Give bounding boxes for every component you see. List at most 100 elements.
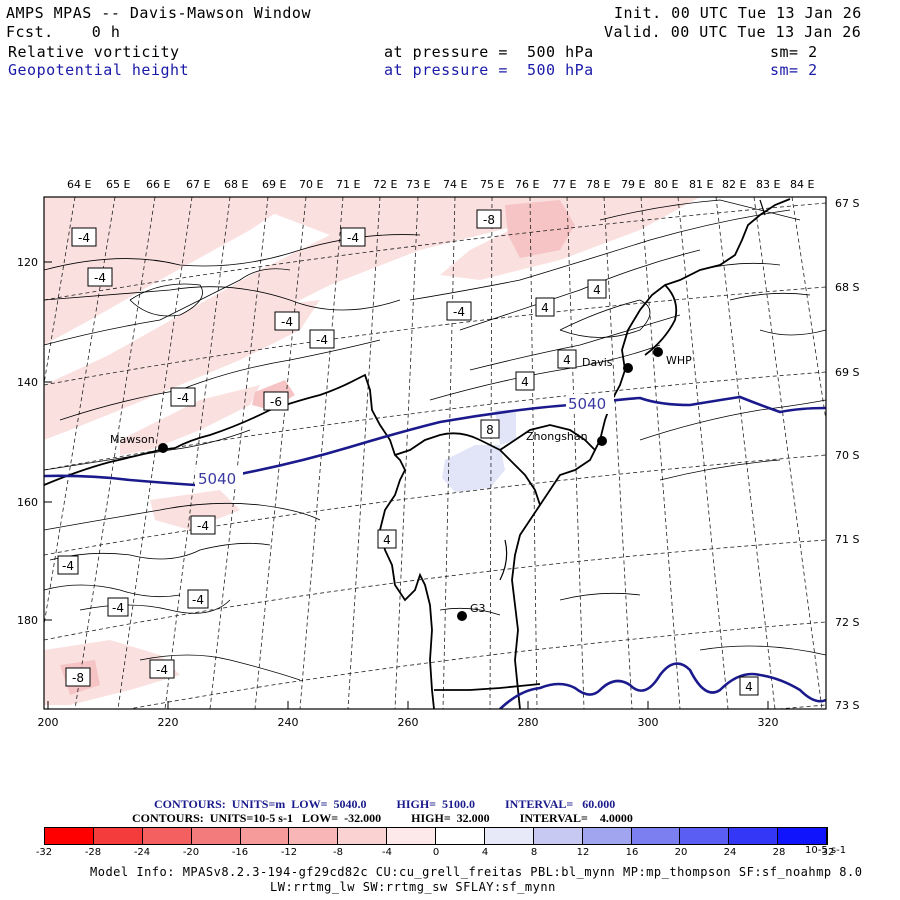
colorbar-segment xyxy=(45,828,94,844)
svg-text:-4: -4 xyxy=(281,315,293,329)
colorbar-segment xyxy=(142,828,192,844)
x-label: 260 xyxy=(398,716,419,729)
x-label: 320 xyxy=(758,716,779,729)
height-label: 5040 xyxy=(568,395,606,413)
lon-label: 70 E xyxy=(299,178,323,191)
colorbar-tick-label: -16 xyxy=(231,847,249,858)
svg-text:-8: -8 xyxy=(72,671,84,685)
svg-text:-4: -4 xyxy=(78,231,90,245)
vort-label-box: 4 xyxy=(557,349,577,369)
field1-name: Relative vorticity xyxy=(8,43,180,61)
vort-label-box: 4 xyxy=(515,371,535,391)
svg-text:-4: -4 xyxy=(62,559,74,573)
x-label: 300 xyxy=(638,716,659,729)
vort-label-box: -4 xyxy=(71,227,97,247)
longitude-labels: 64 E 65 E 66 E 67 E 68 E 69 E 70 E 71 E … xyxy=(67,178,814,191)
station-dot xyxy=(457,611,467,621)
colorbar-segment xyxy=(240,828,290,844)
vort-label-box: 4 xyxy=(739,676,759,696)
svg-text:4: 4 xyxy=(745,680,753,694)
vort-label-box: -4 xyxy=(107,597,129,617)
svg-text:-4: -4 xyxy=(453,305,465,319)
lon-label: 68 E xyxy=(224,178,248,191)
svg-text:8: 8 xyxy=(486,423,494,437)
x-label: 220 xyxy=(158,716,179,729)
vort-label-box: -4 xyxy=(170,387,196,407)
svg-text:4: 4 xyxy=(383,533,391,547)
station-dot xyxy=(158,443,168,453)
colorbar-tick-label: -20 xyxy=(182,847,200,858)
geopotential-height-contours xyxy=(44,395,826,709)
svg-text:4: 4 xyxy=(563,353,571,367)
vorticity-contours xyxy=(44,199,826,681)
station-label-zhongshan: Zhongshan xyxy=(526,430,588,443)
forecast-hour: Fcst. 0 h xyxy=(6,23,121,41)
lat-label: 69 S xyxy=(835,366,859,379)
lat-label: 70 S xyxy=(835,449,859,462)
svg-text:-4: -4 xyxy=(156,663,168,677)
vort-label-box: 8 xyxy=(480,419,500,439)
model-info-line1: Model Info: MPASv8.2.3-194-gf29cd82c CU:… xyxy=(90,865,863,879)
svg-text:-4: -4 xyxy=(347,231,359,245)
lat-label: 72 S xyxy=(835,616,859,629)
neg-vorticity-shading xyxy=(44,300,320,440)
lon-label: 65 E xyxy=(106,178,130,191)
map-title: AMPS MPAS -- Davis-Mawson Window xyxy=(6,4,311,22)
svg-text:4: 4 xyxy=(541,301,549,315)
longitude-grid xyxy=(44,197,826,709)
svg-text:4: 4 xyxy=(593,283,601,297)
vort-label-box: 4 xyxy=(535,297,555,317)
svg-text:4: 4 xyxy=(521,375,529,389)
valid-time: Valid. 00 UTC Tue 13 Jan 26 xyxy=(604,23,862,41)
lat-label: 71 S xyxy=(835,533,859,546)
colorbar-segment xyxy=(778,828,827,844)
vort-label-box: -6 xyxy=(263,391,289,411)
colorbar-tick-label: 28 xyxy=(772,847,786,858)
colorbar-segment xyxy=(582,828,632,844)
colorbar-tick-label: -8 xyxy=(333,847,343,858)
neg-vorticity-shading xyxy=(120,385,260,455)
vort-label-box: -4 xyxy=(340,227,366,247)
vort-label-box: -4 xyxy=(187,589,209,609)
colorbar-segment xyxy=(436,828,485,844)
colorbar-segment xyxy=(289,828,339,844)
colorbar-tick-label: -24 xyxy=(133,847,151,858)
colorbar-segment xyxy=(93,828,143,844)
svg-text:-8: -8 xyxy=(483,213,495,227)
height-contour-labels: 5040 5040 xyxy=(195,394,614,488)
station-label-mawson: Mawson xyxy=(110,433,155,446)
neg-vorticity-shading xyxy=(440,197,700,280)
station-dot xyxy=(597,436,607,446)
field1-smoothing: sm= 2 xyxy=(770,43,818,61)
y-axis-labels: 120 140 160 180 xyxy=(17,256,38,627)
colorbar-labels: -32 -28 -24 -20 -16 -12 -8 -4 0 4 8 12 16 20 24 28 32 xyxy=(36,847,835,861)
colorbar-segment xyxy=(680,828,730,844)
field2-smoothing: sm= 2 xyxy=(770,61,818,79)
station-dot xyxy=(623,363,633,373)
lon-label: 83 E xyxy=(756,178,780,191)
vort-label-box: -4 xyxy=(57,555,79,575)
colorbar-tick-label: -32 xyxy=(35,847,53,858)
lon-label: 66 E xyxy=(146,178,170,191)
lon-label: 81 E xyxy=(689,178,713,191)
x-axis-labels: 200 220 240 260 280 300 320 xyxy=(38,716,779,729)
neg-vorticity-shading-strong xyxy=(505,200,575,258)
vort-label-box: -4 xyxy=(87,267,113,287)
colorbar-tick-label: 4 xyxy=(481,847,489,858)
colorbar xyxy=(44,827,828,845)
pos-vorticity-shading xyxy=(442,445,505,492)
y-label: 160 xyxy=(17,496,38,509)
lon-label: 80 E xyxy=(654,178,678,191)
colorbar-segment xyxy=(191,828,241,844)
field2-pressure: at pressure = 500 hPa xyxy=(384,61,594,79)
lon-label: 78 E xyxy=(586,178,610,191)
colorbar-tick-label: 8 xyxy=(530,847,538,858)
y-label: 180 xyxy=(17,614,38,627)
svg-text:-4: -4 xyxy=(192,593,204,607)
latitude-labels: 67 S 68 S 69 S 70 S 71 S 72 S 73 S xyxy=(835,197,859,712)
neg-vorticity-shading xyxy=(150,490,240,530)
lon-label: 84 E xyxy=(790,178,814,191)
plot-frame xyxy=(43,196,827,710)
vort-label-box: 4 xyxy=(377,529,397,549)
svg-text:-4: -4 xyxy=(316,333,328,347)
